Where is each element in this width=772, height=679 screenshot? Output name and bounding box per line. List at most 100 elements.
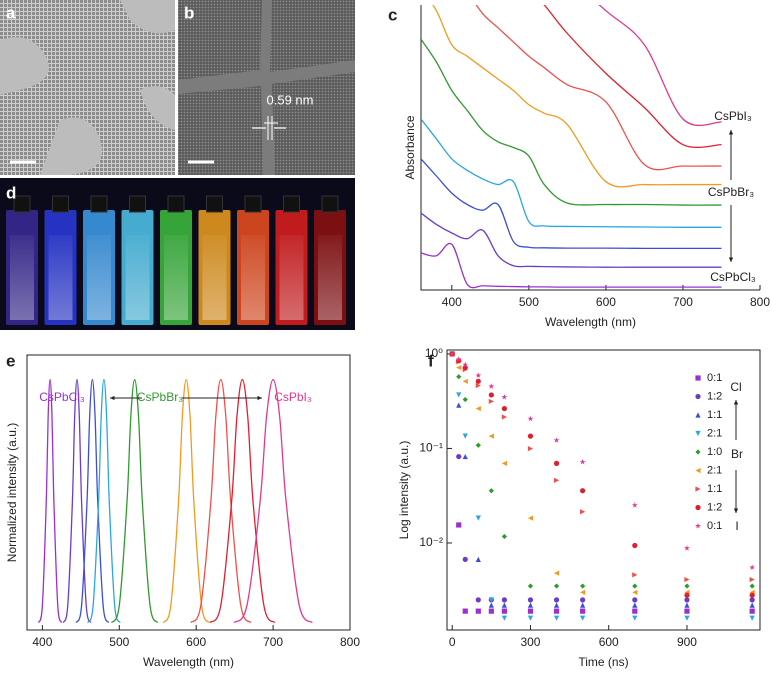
- decay-point: [475, 442, 481, 448]
- decay-point: [553, 477, 560, 483]
- y-axis-label: Log intensity (a.u.): [397, 441, 411, 540]
- spectrum-line: [87, 378, 121, 623]
- decay-point: [501, 414, 507, 420]
- spectrum-line: [421, 38, 722, 206]
- decay-point: [462, 453, 468, 460]
- decay-point: [631, 502, 638, 508]
- vial-glow: [318, 235, 342, 320]
- annotation: CsPbCl₃: [39, 390, 85, 404]
- decay-point: [632, 542, 638, 549]
- plot-frame: [446, 349, 761, 631]
- arrow-head: [733, 400, 739, 405]
- x-tick-label: 300: [520, 635, 540, 649]
- legend-marker: [695, 393, 701, 400]
- decay-point: [501, 405, 507, 412]
- chart-f: 0 300 600 900 10⁰ 10⁻¹ 10⁻² Time (ns) Log intens…: [397, 346, 761, 669]
- spectrum-line: [190, 378, 252, 624]
- legend-label: 0:1: [707, 372, 722, 384]
- vial-cap: [321, 195, 339, 213]
- spectrum-line: [543, 5, 722, 149]
- spectrum-line: [421, 118, 722, 228]
- decay-point: [527, 446, 534, 452]
- decay-point: [684, 576, 690, 583]
- vial-glow: [10, 235, 34, 320]
- annotation: CsPbCl₃: [710, 270, 756, 284]
- spectrum-line: [432, 5, 722, 188]
- annotation: CsPbI₃: [714, 109, 752, 123]
- chart-e: 400 500 600 700 800 Wavelength (nm) Normalized…: [5, 351, 360, 669]
- panel-label: f: [428, 351, 434, 370]
- decay-point: [553, 460, 560, 466]
- decay-point: [456, 374, 462, 380]
- decay-point: [749, 583, 755, 589]
- spectrum-line: [209, 378, 276, 624]
- vial-glow: [164, 235, 188, 320]
- decay-point: [580, 608, 586, 614]
- vial-cap: [90, 195, 108, 213]
- plot-area: [449, 350, 756, 621]
- decay-point: [501, 533, 507, 540]
- decay-point: [580, 615, 586, 621]
- legend-marker: [695, 522, 701, 529]
- decay-point: [580, 488, 586, 494]
- decay-point: [553, 437, 560, 443]
- x-tick-label: 900: [677, 635, 697, 649]
- spectrum-line: [111, 378, 159, 624]
- decay-point: [488, 398, 494, 404]
- decay-point: [462, 396, 468, 403]
- decay-point: [632, 572, 638, 578]
- decay-point: [501, 597, 507, 603]
- decay-point: [527, 597, 534, 603]
- decay-point: [456, 453, 462, 460]
- vial-cap: [13, 195, 31, 213]
- decay-point: [501, 602, 507, 608]
- x-tick-label: 700: [673, 295, 693, 309]
- lattice-spacing: 0.59 nm: [267, 92, 314, 107]
- panel-label: d: [6, 183, 16, 202]
- decay-point: [455, 356, 462, 362]
- legend-marker: [695, 467, 701, 474]
- decay-point: [553, 570, 560, 576]
- decay-point: [527, 583, 534, 589]
- plot-frame: [26, 354, 351, 631]
- y-tick-label: 10⁰: [425, 346, 443, 360]
- annotation: CsPbI₃: [274, 390, 312, 404]
- panel-label: b: [184, 3, 194, 22]
- arrow-head: [728, 130, 734, 135]
- decay-point: [684, 583, 690, 589]
- vial-cap: [52, 195, 69, 213]
- arrow-head: [728, 257, 734, 262]
- x-tick-label: 400: [442, 295, 462, 309]
- decay-point: [501, 615, 507, 621]
- spectrum-line: [62, 378, 92, 623]
- decay-point: [749, 602, 755, 608]
- legend-label: 1:0: [707, 446, 722, 458]
- legend-label: 1:1: [707, 409, 722, 421]
- panel-label: c: [388, 5, 397, 24]
- x-tick-label: 500: [109, 635, 129, 649]
- spectrum-line: [598, 5, 722, 127]
- decay-point: [475, 378, 481, 384]
- y-tick-label: 10⁻²: [419, 535, 443, 549]
- decay-point: [579, 458, 586, 465]
- decay-point: [449, 350, 456, 357]
- decay-point: [749, 615, 755, 621]
- decay-point: [456, 522, 462, 528]
- decay-point: [527, 433, 534, 439]
- decay-point: [580, 583, 586, 589]
- vial-cap: [206, 195, 223, 213]
- decay-point: [488, 602, 494, 608]
- chart-c: 400 500 600 700 800 Wavelength (nm) Absorbance…: [388, 5, 770, 329]
- spectrum-line: [475, 5, 722, 171]
- decay-point: [527, 608, 534, 614]
- vial-glow: [202, 235, 227, 320]
- legend-marker: [695, 412, 701, 418]
- arrow-head: [733, 508, 739, 513]
- decay-point: [684, 597, 690, 603]
- legend-label: 2:1: [707, 464, 722, 476]
- decay-point: [527, 415, 534, 422]
- decay-point: [475, 597, 481, 603]
- legend-label: 1:1: [707, 483, 722, 495]
- decay-point: [632, 615, 638, 621]
- decay-point: [462, 378, 468, 384]
